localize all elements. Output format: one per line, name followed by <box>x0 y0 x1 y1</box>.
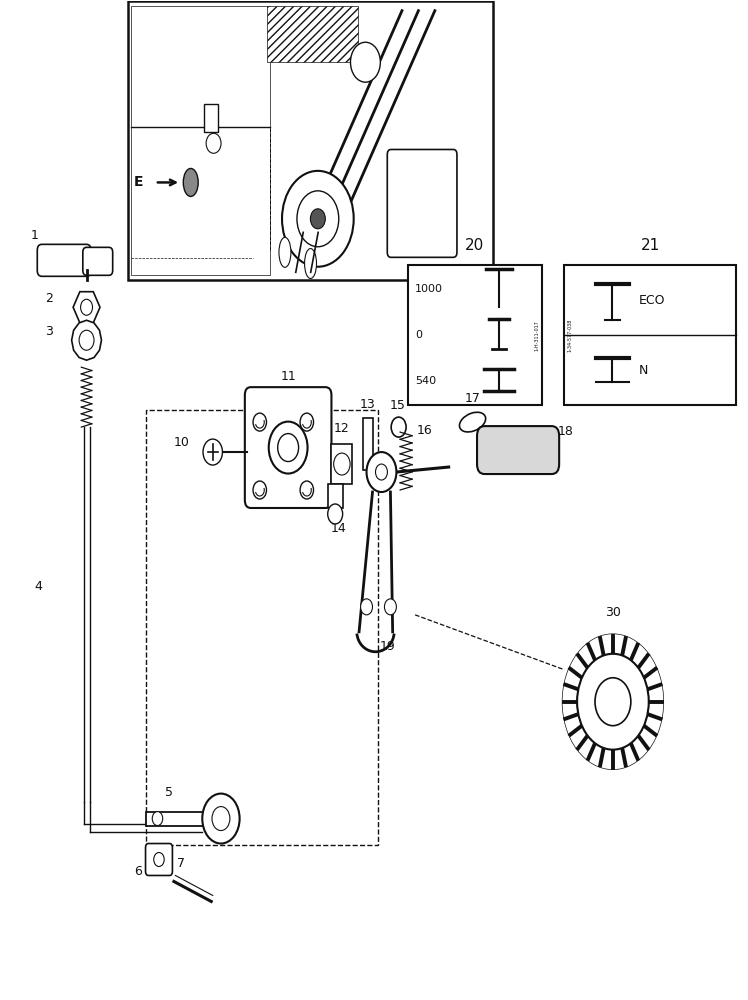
Circle shape <box>253 413 266 431</box>
Circle shape <box>81 299 93 315</box>
Text: 17: 17 <box>465 392 480 405</box>
Circle shape <box>154 853 165 866</box>
Circle shape <box>351 42 380 82</box>
Text: 12: 12 <box>334 422 350 435</box>
Text: 0: 0 <box>415 330 422 340</box>
FancyBboxPatch shape <box>83 247 113 275</box>
Bar <box>147 410 378 845</box>
Text: 1000: 1000 <box>415 284 443 294</box>
Text: 16: 16 <box>417 424 432 437</box>
Text: 1-34-577-038: 1-34-577-038 <box>567 319 572 352</box>
Circle shape <box>153 812 163 826</box>
Text: 540: 540 <box>415 376 436 386</box>
Circle shape <box>253 481 266 499</box>
FancyBboxPatch shape <box>477 426 560 474</box>
Ellipse shape <box>183 168 198 196</box>
Bar <box>408 265 542 405</box>
Bar <box>147 812 236 826</box>
Circle shape <box>79 330 94 350</box>
Circle shape <box>577 654 649 750</box>
Circle shape <box>391 417 406 437</box>
Circle shape <box>361 599 373 615</box>
Circle shape <box>300 413 313 431</box>
Circle shape <box>384 599 396 615</box>
Ellipse shape <box>279 237 291 267</box>
Text: 3: 3 <box>46 325 53 338</box>
Circle shape <box>278 434 298 462</box>
Circle shape <box>334 453 350 475</box>
Bar <box>363 418 373 470</box>
Circle shape <box>297 191 339 247</box>
Bar <box>328 484 343 508</box>
Text: ECO: ECO <box>639 294 665 307</box>
Ellipse shape <box>304 249 316 279</box>
Text: 11: 11 <box>280 370 296 383</box>
Text: 15: 15 <box>389 399 405 412</box>
Text: 13: 13 <box>360 398 376 411</box>
Text: 20: 20 <box>465 238 485 253</box>
FancyBboxPatch shape <box>387 149 457 257</box>
Circle shape <box>595 678 631 726</box>
Text: E: E <box>134 175 144 189</box>
Bar <box>331 444 352 484</box>
Text: 1: 1 <box>31 229 38 242</box>
Circle shape <box>328 504 343 524</box>
Text: 1-H-311-017: 1-H-311-017 <box>534 320 539 351</box>
Circle shape <box>206 133 221 153</box>
FancyBboxPatch shape <box>37 244 91 276</box>
Ellipse shape <box>459 412 485 432</box>
Text: 6: 6 <box>134 865 142 878</box>
Circle shape <box>269 422 307 474</box>
Circle shape <box>310 209 325 229</box>
Bar <box>266 6 358 62</box>
Text: 10: 10 <box>174 436 189 449</box>
Text: 30: 30 <box>605 606 621 619</box>
Bar <box>204 104 218 132</box>
Bar <box>132 6 270 275</box>
Text: 18: 18 <box>558 425 574 438</box>
Circle shape <box>562 634 663 770</box>
Circle shape <box>282 171 354 267</box>
Text: 5: 5 <box>165 786 173 799</box>
Circle shape <box>203 439 222 465</box>
Text: 19: 19 <box>379 640 395 653</box>
Circle shape <box>375 464 387 480</box>
Text: 14: 14 <box>331 522 347 535</box>
FancyBboxPatch shape <box>245 387 331 508</box>
Bar <box>565 265 736 405</box>
Text: 4: 4 <box>34 580 42 593</box>
Circle shape <box>202 794 239 844</box>
Text: 7: 7 <box>177 857 186 870</box>
FancyBboxPatch shape <box>146 844 173 875</box>
Circle shape <box>212 807 230 831</box>
Bar <box>128 1 494 280</box>
Text: 21: 21 <box>640 238 660 253</box>
Text: N: N <box>639 364 648 377</box>
Circle shape <box>367 452 396 492</box>
Circle shape <box>300 481 313 499</box>
Text: 2: 2 <box>46 292 53 305</box>
